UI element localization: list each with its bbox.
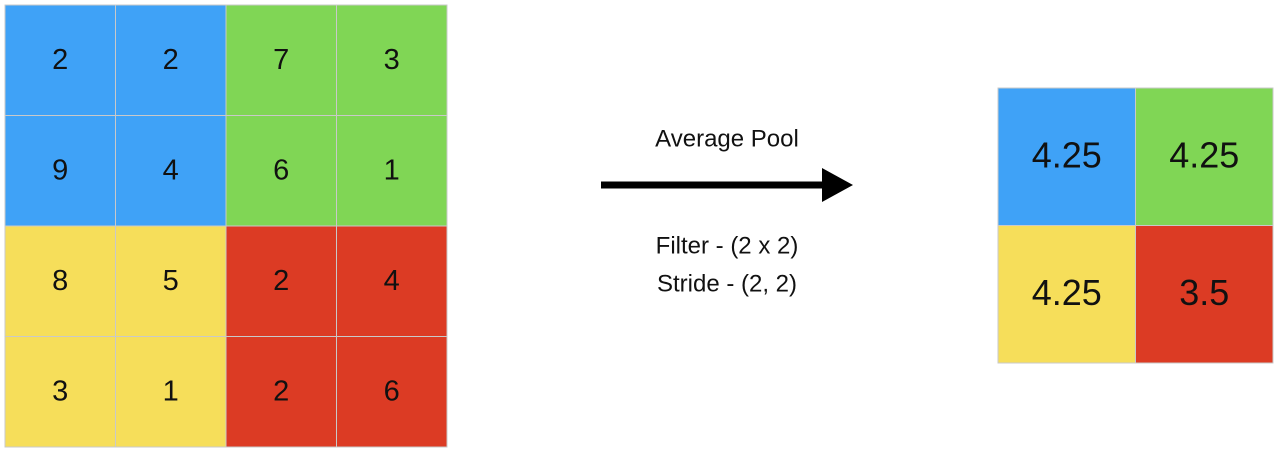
cell — [997, 225, 1136, 364]
stride-label: Stride - (2, 2) — [657, 270, 797, 297]
cell — [225, 336, 337, 448]
cell — [1135, 225, 1274, 364]
cell — [336, 4, 448, 116]
cell-value: 2 — [273, 265, 289, 297]
cell — [1135, 87, 1274, 226]
cell — [336, 115, 448, 227]
operation: Average Pool Filter - (2 x 2) Stride - (… — [601, 125, 853, 297]
cell — [336, 225, 448, 337]
arrow-head — [822, 168, 853, 202]
cell-value: 9 — [52, 154, 68, 186]
cell-value: 2 — [52, 44, 68, 76]
cell-value: 2 — [273, 375, 289, 407]
cell-value: 4.25 — [1032, 134, 1102, 175]
output-grid: 4.25 4.25 4.25 3.5 — [997, 87, 1274, 364]
cell — [115, 115, 227, 227]
cell-value: 8 — [52, 265, 68, 297]
cell-value: 6 — [273, 154, 289, 186]
cell-value: 2 — [163, 44, 179, 76]
cell-value: 6 — [384, 375, 400, 407]
operation-title: Average Pool — [655, 125, 799, 152]
cell — [4, 4, 116, 116]
cell — [115, 4, 227, 116]
cell-value: 5 — [163, 265, 179, 297]
cell — [115, 336, 227, 448]
cell — [225, 4, 337, 116]
input-grid: 2 2 7 3 9 4 6 1 8 5 2 4 3 1 2 6 — [4, 4, 448, 448]
cell-value: 1 — [163, 375, 179, 407]
cell-value: 1 — [384, 154, 400, 186]
cell-value: 7 — [273, 44, 289, 76]
cell-value: 3 — [52, 375, 68, 407]
cell-value: 4.25 — [1169, 134, 1239, 175]
cell — [4, 336, 116, 448]
cell — [4, 115, 116, 227]
cell-value: 3 — [384, 44, 400, 76]
cell — [115, 225, 227, 337]
cell-value: 4.25 — [1032, 272, 1102, 313]
cell-value: 4 — [163, 154, 179, 186]
filter-label: Filter - (2 x 2) — [656, 232, 799, 259]
cell — [336, 336, 448, 448]
cell-value: 3.5 — [1179, 272, 1229, 313]
cell-value: 4 — [384, 265, 400, 297]
